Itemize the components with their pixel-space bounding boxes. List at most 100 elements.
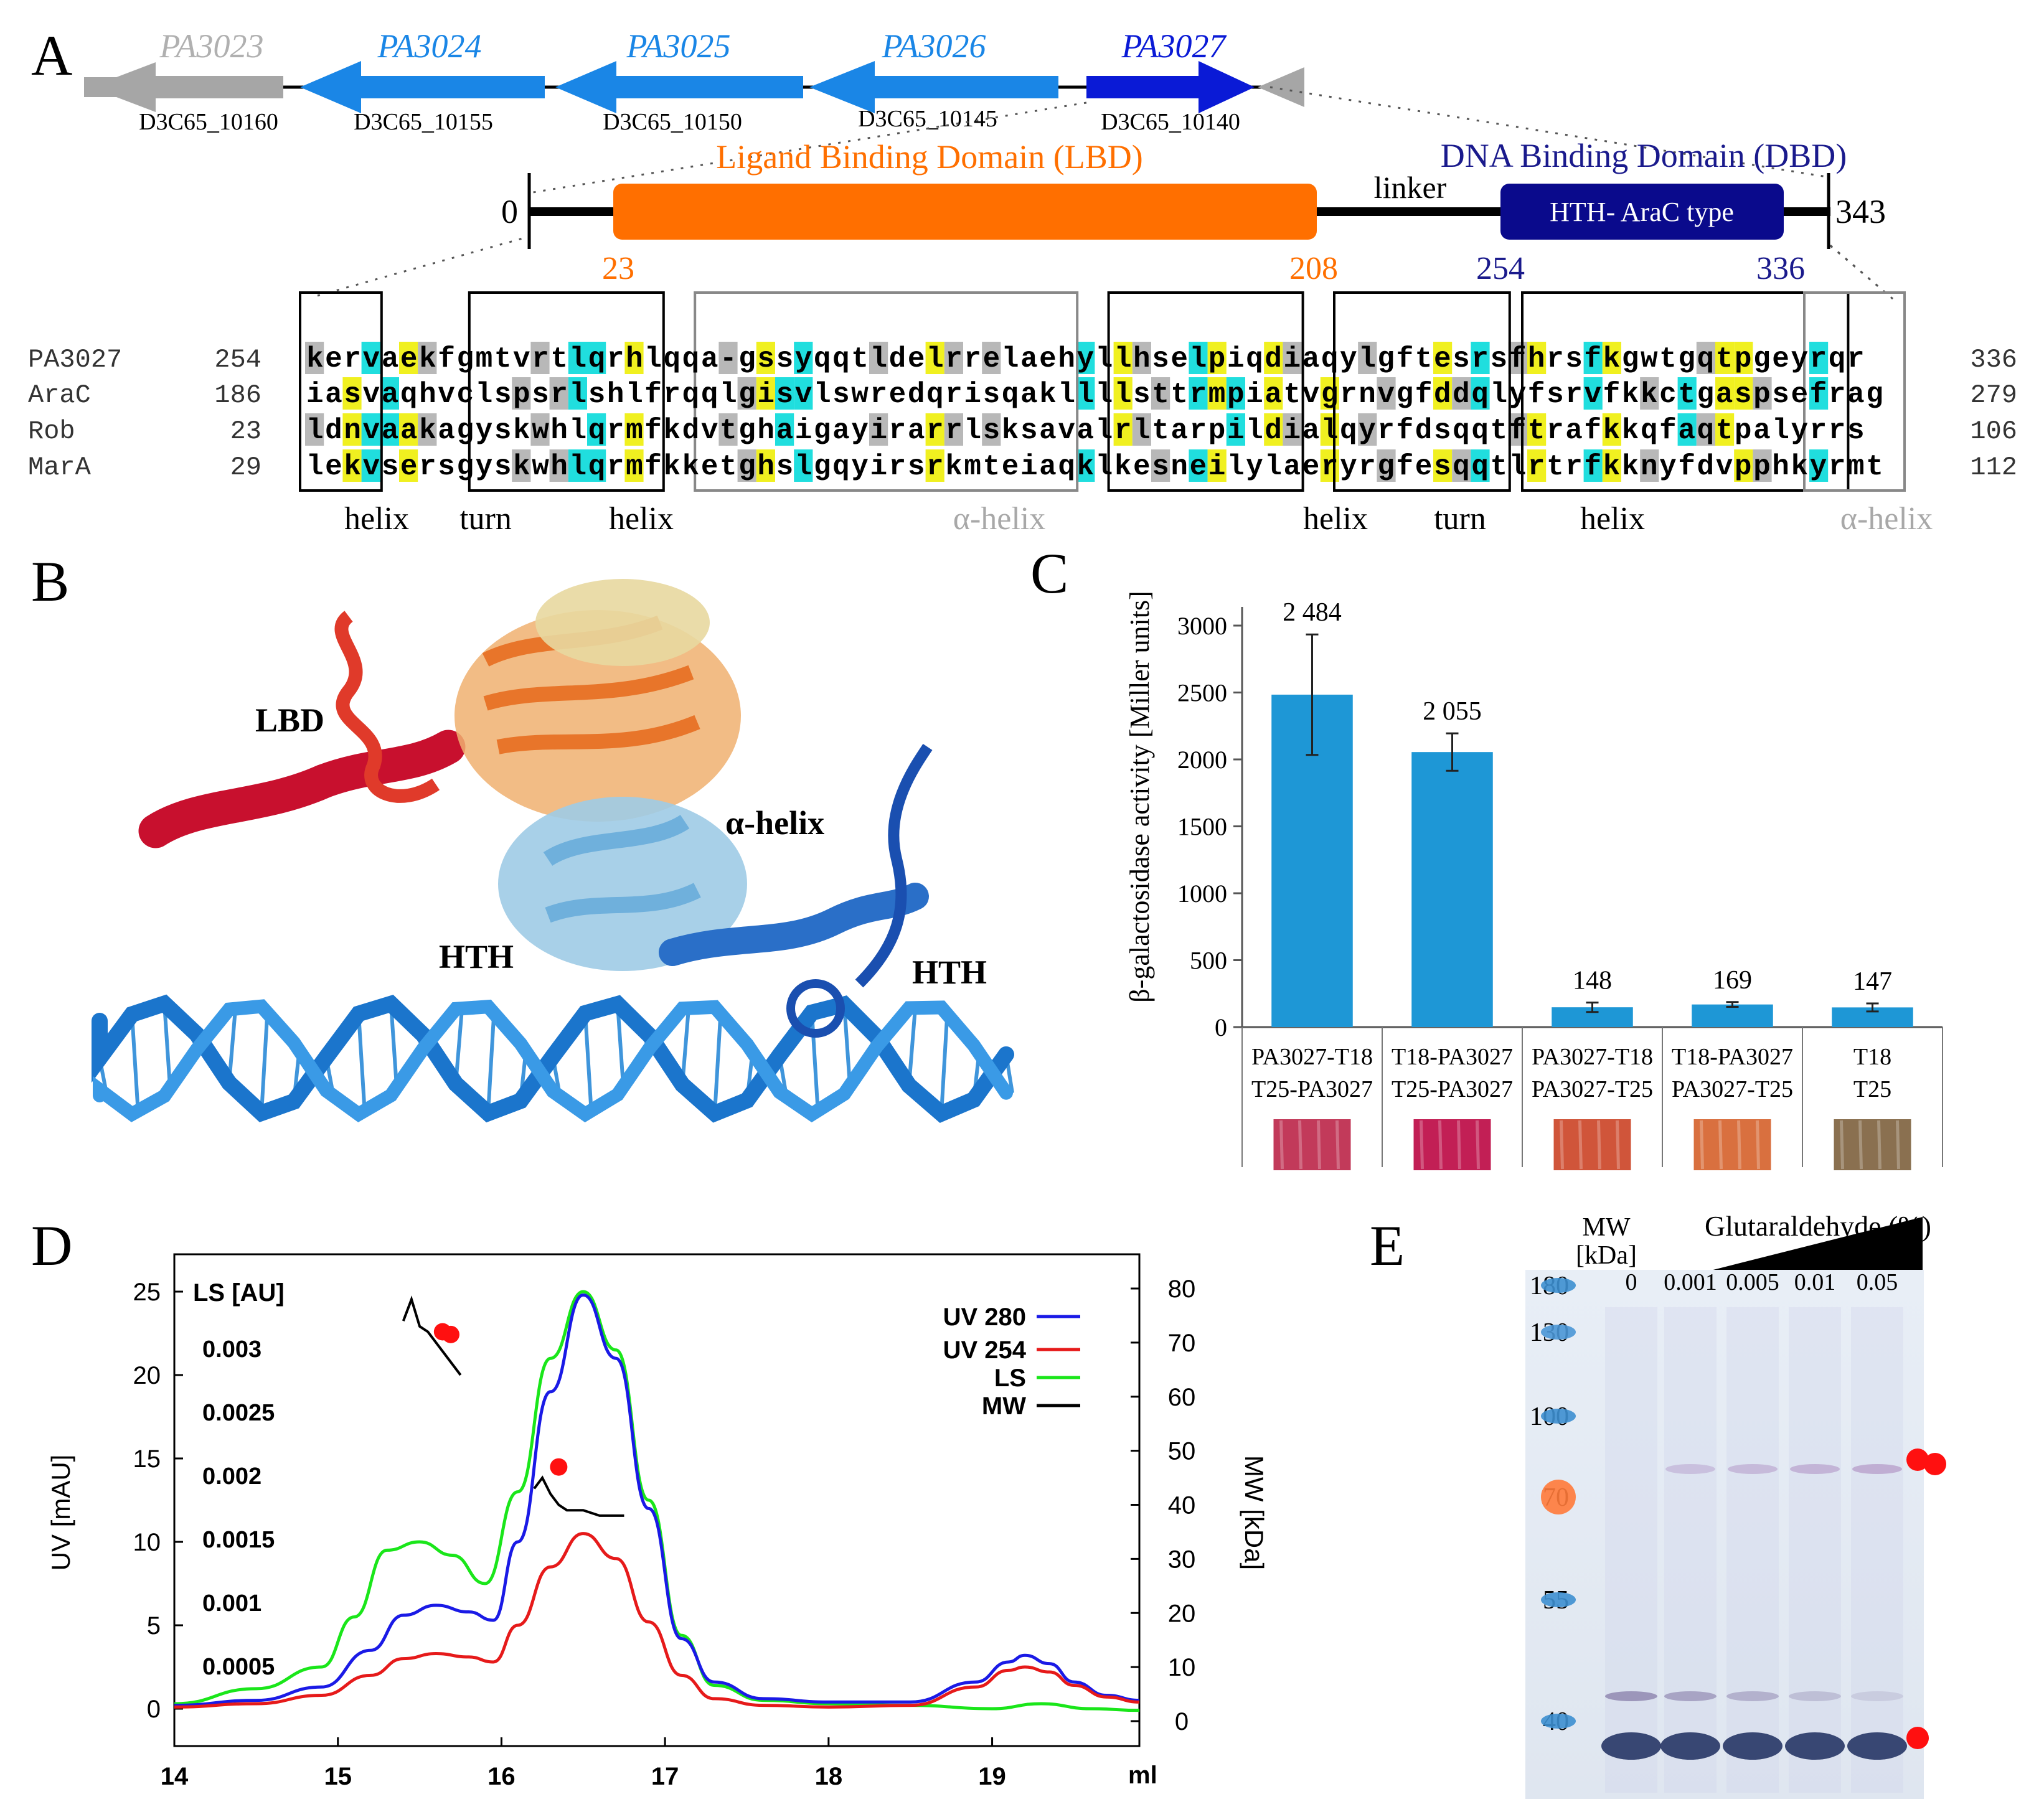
label-lbd: LBD xyxy=(255,702,324,739)
aln-cell-highlight xyxy=(1377,449,1396,482)
c-swatch-streak xyxy=(1317,1120,1321,1170)
aln-end-pa3027: 336 xyxy=(1970,345,2017,375)
aln-cell-highlight xyxy=(756,377,775,410)
bar-chart-c: 0 500 1000 1500 2000 2500 3000 β-galactosidase … xyxy=(1124,591,1943,1170)
e-marker-band-55 xyxy=(1541,1592,1576,1607)
ss-label-5: turn xyxy=(1434,501,1486,537)
e-lane-label-1: 0.001 xyxy=(1664,1269,1717,1295)
d-oligomer-marker-1 xyxy=(441,1325,459,1343)
gene-arrow-pa3025 xyxy=(555,61,803,113)
aln-cell-highlight xyxy=(1320,377,1339,410)
aln-cell-highlight xyxy=(530,342,550,374)
aln-cell-highlight xyxy=(982,413,1001,446)
aln-cell-highlight xyxy=(718,342,738,374)
domain-start-0: 0 xyxy=(501,193,518,230)
aln-cell-highlight xyxy=(1226,377,1245,410)
aln-cell-highlight xyxy=(1696,413,1715,446)
dna-helix xyxy=(92,993,1014,1123)
aln-cell-highlight xyxy=(1320,413,1339,446)
d-x-tick-label: 16 xyxy=(487,1763,516,1790)
aln-cell-highlight xyxy=(1113,342,1133,374)
aln-cell-highlight xyxy=(1809,377,1829,410)
c-bar-1 xyxy=(1411,752,1493,1027)
line-chart-d: 14 15 16 17 18 19 ml 0 5 10 15 20 25 UV [mAU] 0 10 20 30 4… xyxy=(46,1253,1269,1790)
e-lane-label-4: 0.05 xyxy=(1857,1269,1898,1295)
aln-cell-highlight xyxy=(944,342,963,374)
gene-fragment-right xyxy=(1258,67,1304,107)
c-swatch-streak xyxy=(1877,1120,1882,1170)
c-bar-3 xyxy=(1692,1004,1773,1027)
lbd-bar xyxy=(613,184,1317,240)
aln-cell-highlight xyxy=(549,377,568,410)
d-right-tick-label: 80 xyxy=(1168,1275,1196,1303)
e-dimer-marker-b xyxy=(1924,1453,1946,1475)
e-lane-2 xyxy=(1726,1307,1779,1793)
aln-cell-highlight xyxy=(718,413,738,446)
ss-label-2: helix xyxy=(609,501,674,537)
gene-arrow-pa3024 xyxy=(300,61,545,113)
c-swatch-streak xyxy=(1420,1120,1424,1170)
aln-cell-highlight xyxy=(1602,342,1621,374)
aln-cell-highlight xyxy=(1583,342,1603,374)
aln-cell-highlight xyxy=(1076,377,1095,410)
c-swatch-streak xyxy=(1335,1120,1340,1170)
aln-cell-highlight xyxy=(1753,449,1772,482)
panel-label-b: B xyxy=(31,550,69,613)
c-y-tick-label: 2000 xyxy=(1177,746,1227,774)
aln-cell-highlight xyxy=(1734,377,1753,410)
dbd-bar xyxy=(1500,184,1784,240)
dna-base-pair xyxy=(357,1013,367,1115)
gene-name-pa3025: PA3025 xyxy=(626,27,730,65)
d-x-tick-label: 14 xyxy=(161,1763,189,1790)
ss-label-7: α-helix xyxy=(1840,501,1933,537)
aln-cell-highlight xyxy=(1076,449,1095,482)
aln-cell-highlight xyxy=(1640,377,1659,410)
aln-cell-highlight xyxy=(587,413,606,446)
e-monomer-band-4 xyxy=(1847,1732,1907,1760)
locus-tag-10160: D3C65_10160 xyxy=(139,109,278,135)
c-swatch-streak xyxy=(1597,1120,1601,1170)
ss-label-1: turn xyxy=(459,501,512,537)
aln-end-arac: 279 xyxy=(1970,380,2017,410)
c-swatch-streak xyxy=(1476,1120,1480,1170)
d-left-tick-label: 15 xyxy=(133,1445,161,1473)
locus-tag-10155: D3C65_10155 xyxy=(354,109,493,135)
aln-cell-highlight xyxy=(1207,342,1227,374)
aln-cell-highlight xyxy=(925,413,944,446)
aln-cell-highlight xyxy=(399,413,418,446)
aln-cell-highlight xyxy=(1207,449,1227,482)
domain-end-343: 343 xyxy=(1835,193,1886,230)
d-mw-fragment-1 xyxy=(533,1475,624,1517)
e-dimer-band-3 xyxy=(1790,1464,1840,1474)
panel-label-c: C xyxy=(1030,542,1068,605)
ss-box-3 xyxy=(1107,291,1304,492)
gene-arrow-pa3023 xyxy=(90,62,283,112)
gene-name-pa3024: PA3024 xyxy=(377,27,481,65)
aln-start-rob: 23 xyxy=(230,416,261,446)
d-series-uv-280 xyxy=(174,1293,1140,1707)
aln-cell-highlight xyxy=(1677,413,1697,446)
c-category-line1-4: T18 xyxy=(1853,1044,1891,1070)
aln-cell-highlight xyxy=(305,342,324,374)
c-swatch-streak xyxy=(1737,1120,1741,1170)
label-hth-2: HTH xyxy=(912,954,987,991)
d-right-tick-label: 10 xyxy=(1168,1654,1196,1681)
gene-arrow-pa3026 xyxy=(809,61,1058,113)
c-category-line2-3: PA3027-T25 xyxy=(1672,1076,1793,1102)
e-mw-unit: [kDa] xyxy=(1576,1241,1637,1270)
d-right-tick-label: 30 xyxy=(1168,1546,1196,1573)
e-lane-4 xyxy=(1851,1307,1903,1793)
ss-box-5 xyxy=(1521,291,1850,492)
aln-cell-highlight xyxy=(399,342,418,374)
gene-map: PA3023 PA3024 PA3025 PA3026 PA3027 D3C65… xyxy=(84,27,1304,135)
aln-cell-highlight xyxy=(1113,377,1133,410)
aln-cell-highlight xyxy=(1471,342,1490,374)
d-ls-tick-label: 0.0015 xyxy=(202,1527,275,1553)
ss-box-1 xyxy=(468,291,665,492)
aln-cell-highlight xyxy=(587,449,606,482)
e-monomer-marker xyxy=(1906,1727,1929,1749)
locus-tag-10150: D3C65_10150 xyxy=(603,109,742,135)
aln-cell-highlight xyxy=(624,449,644,482)
d-right-tick-label: 70 xyxy=(1168,1330,1196,1357)
